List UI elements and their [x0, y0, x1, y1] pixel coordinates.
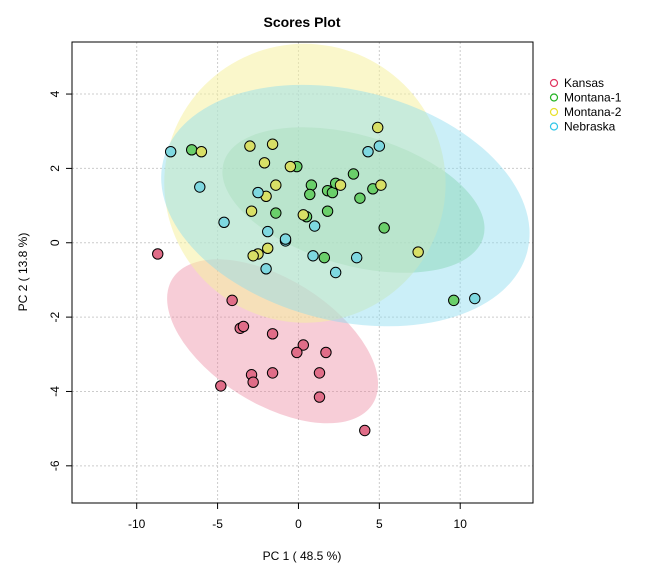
- y-axis-ticks: -6 -4 -2 0 2 4: [48, 90, 72, 471]
- point-nebraska: [262, 225, 274, 238]
- point-montana-2: [270, 179, 282, 191]
- y-tick-label: -2: [48, 311, 62, 322]
- y-tick-label: 2: [48, 165, 62, 172]
- point-nebraska: [350, 251, 363, 264]
- legend-label-montana-2: Montana-2: [564, 105, 622, 119]
- point-nebraska: [279, 233, 292, 245]
- plot-frame: [71, 41, 534, 504]
- x-tick-label: 10: [454, 517, 468, 531]
- point-montana-1: [448, 294, 460, 307]
- point-montana-1: [378, 222, 390, 234]
- point-montana-1: [304, 188, 316, 201]
- y-tick-label: -6: [48, 460, 62, 471]
- point-nebraska: [252, 186, 264, 199]
- point-montana-2: [284, 160, 297, 173]
- point-montana-2: [245, 205, 258, 217]
- point-nebraska: [218, 216, 230, 229]
- point-montana-1: [318, 251, 331, 264]
- point-kansas: [215, 380, 227, 392]
- point-nebraska: [329, 266, 342, 279]
- point-montana-2: [266, 138, 279, 150]
- point-montana-2: [195, 145, 208, 158]
- point-kansas: [226, 294, 238, 307]
- point-kansas: [313, 391, 326, 403]
- x-tick-label: 5: [376, 517, 383, 531]
- point-montana-2: [258, 157, 271, 169]
- point-nebraska: [469, 292, 481, 305]
- y-tick-label: 0: [48, 239, 62, 246]
- point-montana-1: [347, 168, 360, 180]
- point-nebraska: [194, 181, 206, 193]
- y-axis-label: PC 2 ( 13.8 %): [16, 233, 30, 312]
- legend-label-kansas: Kansas: [564, 76, 604, 90]
- point-montana-2: [372, 121, 384, 134]
- legend-marker-kansas: [549, 78, 559, 88]
- chart-title: Scores Plot: [263, 14, 340, 30]
- point-nebraska: [307, 250, 319, 262]
- ellipse-montana-2: [164, 43, 446, 323]
- point-montana-1: [305, 179, 318, 191]
- point-kansas: [266, 328, 279, 340]
- point-montana-1: [321, 205, 334, 217]
- ellipse-kansas: [167, 259, 379, 424]
- point-nebraska: [373, 140, 386, 152]
- legend-label-nebraska: Nebraska: [564, 120, 616, 134]
- point-montana-2: [262, 242, 274, 255]
- point-montana-2: [247, 250, 259, 262]
- x-tick-label: 0: [295, 517, 302, 531]
- legend-marker-montana-1: [549, 93, 559, 102]
- y-tick-label: -4: [48, 386, 62, 397]
- point-nebraska: [260, 263, 272, 275]
- point-montana-1: [270, 207, 282, 219]
- point-nebraska: [164, 145, 177, 158]
- data-points: [152, 121, 481, 437]
- point-kansas: [237, 320, 250, 333]
- legend-marker-nebraska: [549, 122, 559, 131]
- legend-marker-montana-2: [549, 107, 559, 117]
- point-kansas: [152, 248, 164, 260]
- point-montana-2: [375, 179, 387, 191]
- point-montana-2: [334, 179, 347, 191]
- x-axis-ticks: -10 -5 0 5 10: [128, 503, 467, 531]
- point-nebraska: [308, 220, 321, 232]
- x-tick-label: -10: [128, 517, 146, 531]
- point-kansas: [247, 376, 259, 388]
- point-montana-1: [354, 192, 366, 204]
- legend-label-montana-1: Montana-1: [564, 91, 622, 105]
- point-montana-2: [244, 140, 256, 152]
- point-kansas: [266, 367, 279, 379]
- point-kansas: [320, 346, 332, 359]
- y-tick-label: 4: [48, 90, 62, 97]
- point-montana-2: [297, 209, 310, 221]
- point-kansas: [297, 339, 310, 351]
- point-nebraska: [362, 145, 374, 158]
- point-kansas: [359, 424, 371, 437]
- point-montana-1: [185, 144, 198, 156]
- point-montana-2: [412, 246, 424, 258]
- point-kansas: [291, 346, 303, 359]
- x-tick-label: -5: [212, 517, 223, 531]
- x-axis-label: PC 1 ( 48.5 %): [263, 549, 342, 563]
- point-kansas: [313, 367, 326, 379]
